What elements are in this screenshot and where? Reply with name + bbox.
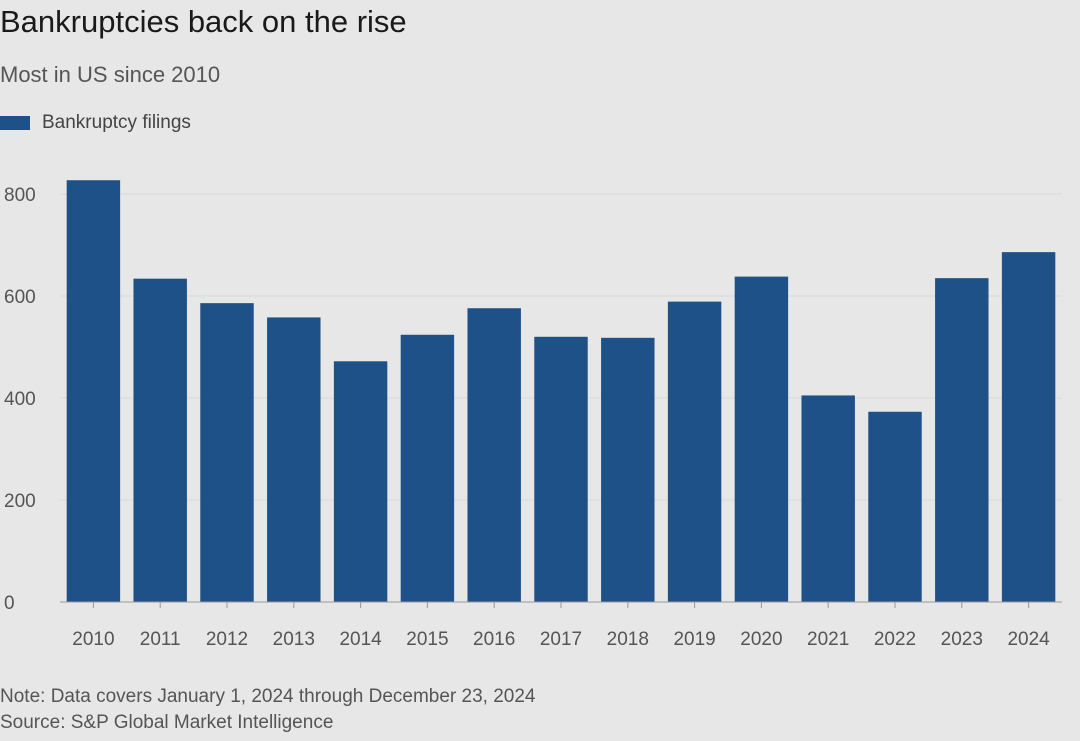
y-tick-label: 0 <box>4 593 15 614</box>
x-tick-label: 2016 <box>473 629 515 650</box>
source-text: Source: S&P Global Market Intelligence <box>0 712 334 733</box>
chart-title: Bankruptcies back on the rise <box>0 4 407 39</box>
bars <box>66 180 1056 603</box>
bar-2021 <box>801 395 855 602</box>
chart-subtitle: Most in US since 2010 <box>0 62 221 87</box>
y-tick-label: 600 <box>4 287 36 308</box>
bar-2020 <box>734 276 789 602</box>
legend-swatch <box>0 116 30 130</box>
bar-2010 <box>66 180 121 603</box>
bar-2012 <box>200 303 254 602</box>
bar-2016 <box>467 308 521 602</box>
x-tick-label: 2019 <box>673 629 715 650</box>
x-tick-label: 2014 <box>339 629 382 650</box>
x-tick-label: 2017 <box>540 629 582 650</box>
legend-label: Bankruptcy filings <box>42 112 191 133</box>
footnotes: Note: Data covers January 1, 2024 throug… <box>0 684 536 736</box>
x-tick-label: 2015 <box>406 629 448 650</box>
bar-2022 <box>868 411 922 602</box>
x-tick-label: 2012 <box>206 629 248 650</box>
x-tick-label: 2022 <box>874 629 916 650</box>
y-tick-label: 400 <box>4 389 36 410</box>
x-tick-label: 2020 <box>740 629 782 650</box>
bar-2019 <box>667 301 722 602</box>
bar-2024 <box>1001 252 1056 602</box>
x-tick-label: 2011 <box>140 629 181 650</box>
bar-2014 <box>333 361 388 602</box>
bar-2011 <box>133 278 187 602</box>
note-text: Note: Data covers January 1, 2024 throug… <box>0 686 536 707</box>
bar-2015 <box>400 334 455 602</box>
x-tick-label: 2013 <box>273 629 315 650</box>
bar-2013 <box>267 317 321 602</box>
bar-2018 <box>601 337 655 602</box>
bar-2017 <box>534 336 588 602</box>
axes: 0 200 400 600 800 2010 2011 2012 2013 2014 2015 201… <box>4 185 1062 650</box>
x-tick-label: 2023 <box>941 629 983 650</box>
y-tick-label: 800 <box>4 185 36 206</box>
y-tick-label: 200 <box>4 491 36 512</box>
x-tick-label: 2018 <box>607 629 649 650</box>
x-tick-label: 2010 <box>72 629 114 650</box>
x-tick-label: 2024 <box>1007 629 1050 650</box>
legend: Bankruptcy filings <box>0 112 191 134</box>
bar-2023 <box>935 278 989 602</box>
x-tick-label: 2021 <box>807 629 849 650</box>
